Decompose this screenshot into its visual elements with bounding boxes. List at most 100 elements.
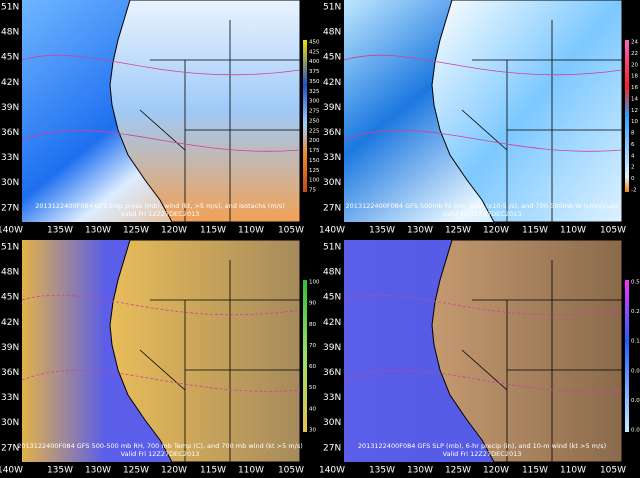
lat-label: 33N	[1, 393, 19, 403]
land	[109, 0, 301, 223]
colorbar-label: 90	[309, 301, 316, 307]
colorbar	[303, 280, 307, 432]
lat-label: 51N	[323, 3, 341, 13]
lat-label: 33N	[323, 393, 341, 403]
caption: 2013122400F084 GFS trop press (mb), wind…	[35, 202, 285, 210]
lon-label: 115W	[522, 226, 548, 236]
colorbar-label: 20	[631, 62, 638, 68]
colorbar-label: 24	[631, 40, 638, 46]
lat-label: 45N	[323, 53, 341, 63]
lat-label: 48N	[323, 28, 341, 38]
colorbar-label: 40	[309, 406, 316, 412]
colorbar-label: 450	[309, 40, 320, 46]
lat-label: 33N	[1, 153, 19, 163]
map-panel: 0.5 0.25 0.1 0.05 0.02 0.01 2013122400F084 GFS…	[319, 239, 640, 476]
lon-label: 140W	[0, 466, 23, 476]
land	[431, 239, 623, 463]
colorbar-label: 100	[309, 178, 320, 184]
lat-label: 33N	[323, 153, 341, 163]
colorbar-label: -2	[631, 188, 636, 194]
lat-label: 42N	[1, 318, 19, 328]
caption: 2013122400F084 GFS SLP (mb), 6-hr precip…	[358, 442, 606, 450]
caption: 2013122400F084 GFS 500mb ht (m), avor (x…	[346, 202, 619, 210]
lat-label: 30N	[323, 418, 341, 428]
lat-label: 45N	[1, 53, 19, 63]
lat-label: 36N	[1, 368, 19, 378]
colorbar-label: 50	[309, 385, 316, 391]
lon-label: 135W	[47, 226, 73, 236]
lon-label: 120W	[483, 466, 509, 476]
lat-label: 27N	[323, 203, 341, 213]
colorbar-label: 300	[309, 99, 320, 105]
colorbar-label: 200	[309, 138, 320, 144]
caption: Valid Fri 12Z27DEC2013	[443, 210, 522, 218]
colorbar-label: 12	[631, 108, 638, 114]
lon-label: 130W	[85, 466, 111, 476]
colorbar-label: 225	[309, 128, 320, 134]
lon-label: 140W	[319, 466, 345, 476]
colorbar-label: 80	[309, 322, 316, 328]
map-panel: 450 425 400 375 350 325 300 275 250 225 200 175 150 1…	[0, 0, 320, 236]
lon-label: 125W	[123, 226, 149, 236]
colorbar-label: 2	[631, 165, 635, 171]
colorbar-label: 70	[309, 343, 316, 349]
lon-label: 135W	[369, 226, 395, 236]
caption: Valid Fri 12Z27DEC2013	[121, 210, 200, 218]
colorbar-label: 10	[631, 119, 638, 125]
lon-label: 110W	[560, 466, 586, 476]
colorbar-label: 0	[631, 176, 635, 182]
lon-label: 115W	[200, 226, 226, 236]
colorbar-label: 0.05	[631, 368, 640, 374]
colorbar-label: 0.02	[631, 398, 640, 404]
colorbar-label: 175	[309, 148, 320, 154]
colorbar-label: 8	[631, 131, 635, 137]
lat-label: 51N	[1, 3, 19, 13]
lat-label: 30N	[1, 178, 19, 188]
caption: Valid Fri 12Z27DEC2013	[443, 450, 522, 458]
lon-label: 130W	[407, 226, 433, 236]
caption: Valid Fri 12Z27DEC2013	[121, 450, 200, 458]
colorbar-label: 22	[631, 51, 638, 57]
lon-label: 110W	[560, 226, 586, 236]
colorbar-label: 14	[631, 96, 638, 102]
lat-label: 48N	[1, 268, 19, 278]
lat-label: 30N	[1, 418, 19, 428]
lon-label: 115W	[522, 466, 548, 476]
colorbar-label: 125	[309, 168, 320, 174]
lon-label: 140W	[0, 226, 23, 236]
colorbar-label: 0.5	[631, 280, 640, 286]
lon-label: 140W	[319, 226, 345, 236]
lon-label: 120W	[161, 466, 187, 476]
colorbar-label: 425	[309, 49, 320, 55]
contours	[21, 294, 301, 392]
colorbar-label: 60	[309, 364, 316, 370]
colorbar	[625, 280, 629, 432]
lat-label: 45N	[323, 293, 341, 303]
colorbar-label: 75	[309, 188, 316, 194]
colorbar	[303, 40, 307, 192]
colorbar-label: 0.1	[631, 339, 640, 345]
lon-label: 120W	[483, 226, 509, 236]
lon-label: 110W	[238, 466, 264, 476]
caption: 2013122400F084 GFS 500-500 mb RH, 700 mb…	[17, 442, 303, 450]
state-borders	[461, 260, 622, 462]
land	[109, 239, 301, 463]
colorbar-label: 6	[631, 142, 635, 148]
colorbar-label: 18	[631, 74, 638, 80]
lon-label: 105W	[600, 226, 626, 236]
lon-label: 110W	[238, 226, 264, 236]
lat-label: 48N	[1, 28, 19, 38]
contours	[21, 54, 301, 152]
lat-label: 42N	[323, 78, 341, 88]
lat-label: 51N	[323, 243, 341, 253]
lat-label: 39N	[1, 343, 19, 353]
lat-label: 45N	[1, 293, 19, 303]
lon-label: 105W	[278, 466, 304, 476]
lon-label: 125W	[445, 226, 471, 236]
lon-label: 125W	[123, 466, 149, 476]
lat-label: 39N	[323, 103, 341, 113]
lon-label: 120W	[161, 226, 187, 236]
map-panel: 100 90 80 70 60 50 40 30 2013122400F084 GFS 500-…	[0, 239, 320, 476]
lon-label: 135W	[47, 466, 73, 476]
